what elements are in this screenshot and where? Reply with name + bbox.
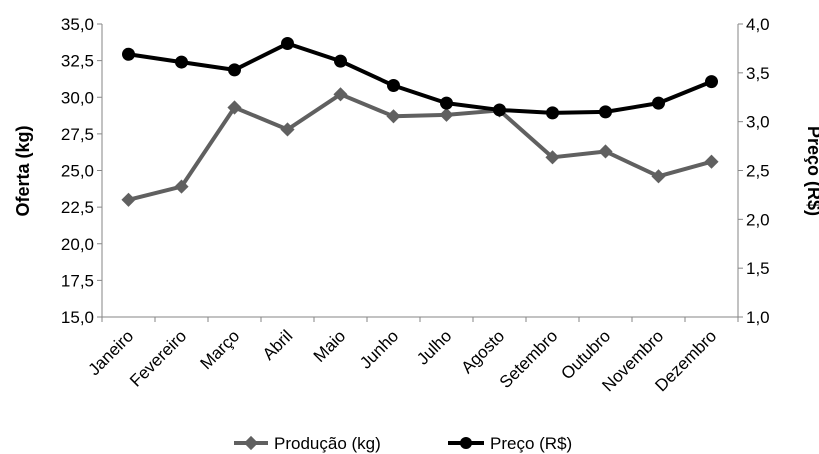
data-point xyxy=(228,63,241,77)
left-axis-ticks: 15,0 17,5 20,0 22,5 25,0 27,5 30,0 32,5 35,0 xyxy=(61,15,102,327)
left-tick-label: 32,5 xyxy=(61,52,94,71)
x-tick-label: Agosto xyxy=(457,326,508,377)
left-tick-label: 35,0 xyxy=(61,15,94,34)
left-tick-label: 30,0 xyxy=(61,88,94,107)
data-point xyxy=(387,79,400,93)
left-tick-label: 17,5 xyxy=(61,271,94,290)
x-tick-label: Março xyxy=(196,326,243,373)
data-point xyxy=(652,96,665,110)
data-point xyxy=(439,107,454,122)
left-tick-label: 22,5 xyxy=(61,198,94,217)
right-axis-title: Preço (R$) xyxy=(804,126,819,216)
data-point xyxy=(122,47,135,61)
right-tick-label: 3,0 xyxy=(746,113,770,132)
right-axis-ticks: 1,0 1,5 2,0 2,5 3,0 3,5 4,0 xyxy=(738,15,770,327)
data-point xyxy=(281,37,294,51)
legend-label-producao: Produção (kg) xyxy=(274,434,381,453)
legend-marker-producao xyxy=(243,435,259,451)
x-tick-label: Setembro xyxy=(496,326,562,392)
data-point xyxy=(333,87,348,102)
left-axis-title: Oferta (kg) xyxy=(13,125,33,216)
data-point xyxy=(280,122,295,137)
legend-marker-preco xyxy=(460,437,472,449)
left-tick-label: 20,0 xyxy=(61,235,94,254)
series-line xyxy=(128,92,713,202)
x-tick-label: Abril xyxy=(259,326,296,363)
right-tick-label: 3,5 xyxy=(746,64,770,83)
left-tick-label: 27,5 xyxy=(61,125,94,144)
data-point xyxy=(175,55,188,69)
x-tick-label: Janeiro xyxy=(84,326,137,379)
data-point xyxy=(705,75,718,89)
series-layer xyxy=(121,37,719,207)
x-tick-label: Fevereiro xyxy=(126,326,190,390)
data-point xyxy=(386,109,401,124)
data-point xyxy=(440,96,453,110)
data-point xyxy=(599,105,612,119)
left-tick-label: 25,0 xyxy=(61,162,94,181)
data-point xyxy=(704,154,719,169)
x-tick-label: Maio xyxy=(310,326,349,365)
data-point xyxy=(546,106,559,120)
right-tick-label: 2,0 xyxy=(746,210,770,229)
data-point xyxy=(651,169,666,184)
right-tick-label: 1,0 xyxy=(746,308,770,327)
legend-label-preco: Preço (R$) xyxy=(490,434,572,453)
right-tick-label: 2,5 xyxy=(746,162,770,181)
x-tick-label: Junho xyxy=(356,326,402,372)
data-point xyxy=(545,150,560,165)
data-point xyxy=(598,144,613,159)
data-point xyxy=(493,103,506,117)
series-line xyxy=(128,41,713,115)
right-tick-label: 4,0 xyxy=(746,15,770,34)
legend: Produção (kg) Preço (R$) xyxy=(234,434,572,453)
series-1 xyxy=(122,37,718,120)
series-0 xyxy=(121,87,719,207)
data-point xyxy=(121,192,136,207)
right-tick-label: 1,5 xyxy=(746,259,770,278)
left-tick-label: 15,0 xyxy=(61,308,94,327)
x-tick-label: Julho xyxy=(413,326,455,368)
data-point xyxy=(174,179,189,194)
data-point xyxy=(334,54,347,68)
